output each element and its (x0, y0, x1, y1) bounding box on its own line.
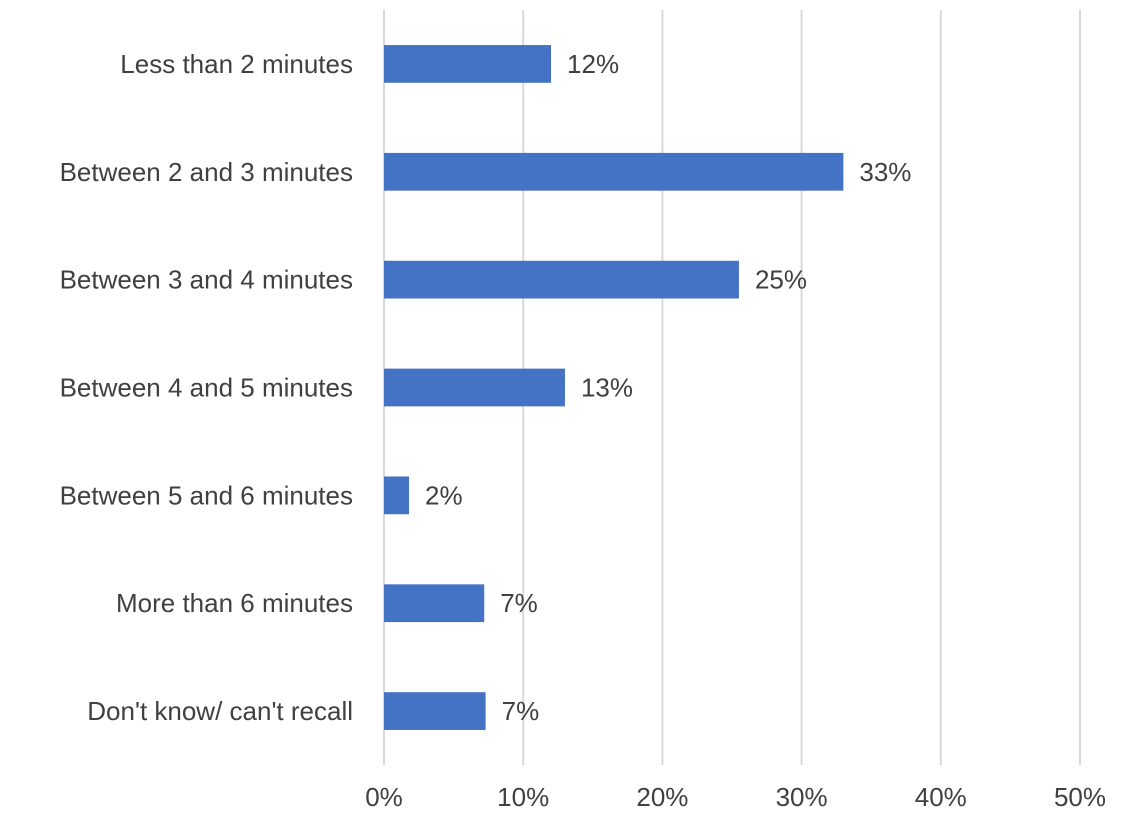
x-tick-label: 30% (776, 782, 828, 812)
x-tick-label: 10% (497, 782, 549, 812)
data-label: 12% (567, 49, 619, 79)
category-label: Between 2 and 3 minutes (60, 157, 353, 187)
bar (384, 260, 739, 299)
data-label: 2% (425, 480, 463, 510)
category-label: Less than 2 minutes (120, 49, 353, 79)
category-labels: Less than 2 minutes Between 2 and 3 minut… (60, 49, 353, 726)
bar (384, 45, 552, 83)
bar (384, 368, 565, 407)
category-label: More than 6 minutes (116, 588, 353, 618)
category-label: Between 5 and 6 minutes (60, 480, 353, 510)
data-label: 7% (502, 696, 540, 726)
x-axis-tick-labels: 0% 10% 20% 30% 40% 50% (365, 782, 1106, 812)
data-label: 25% (755, 265, 807, 295)
bar (384, 692, 486, 730)
category-label: Between 4 and 5 minutes (60, 373, 353, 403)
data-label: 7% (500, 588, 538, 618)
bars (384, 45, 844, 730)
bar (384, 476, 410, 515)
category-label: Between 3 and 4 minutes (60, 265, 353, 295)
x-tick-label: 50% (1054, 782, 1106, 812)
data-labels: 12% 33% 25% 13% 2% 7% 7% (425, 49, 911, 726)
x-tick-label: 20% (636, 782, 688, 812)
x-tick-label: 0% (365, 782, 403, 812)
bar (384, 584, 485, 623)
data-label: 13% (581, 373, 633, 403)
gridlines (383, 10, 1081, 765)
data-label: 33% (859, 157, 911, 187)
x-tick-label: 40% (915, 782, 967, 812)
category-label: Don't know/ can't recall (87, 696, 353, 726)
bar (384, 152, 844, 191)
